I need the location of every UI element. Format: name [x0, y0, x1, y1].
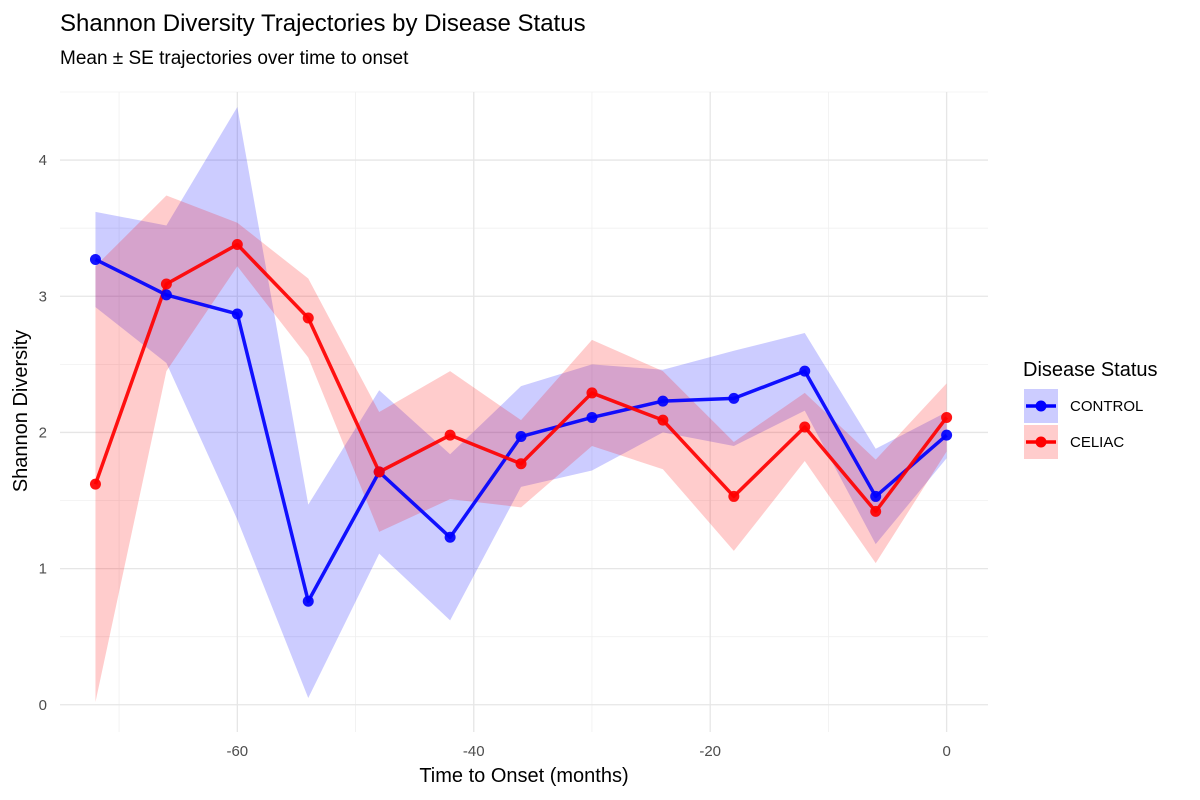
control-point: [444, 531, 456, 543]
legend-item-celiac: CELIAC: [1024, 425, 1124, 459]
celiac-point: [444, 429, 456, 441]
celiac-point: [728, 490, 740, 502]
celiac-point: [302, 312, 314, 324]
control-legend-point: [1035, 400, 1047, 412]
x-tick-label: -20: [699, 743, 721, 760]
y-axis-title: Shannon Diversity: [10, 330, 32, 492]
chart-subtitle: Mean ± SE trajectories over time to onse…: [60, 48, 409, 69]
control-point: [586, 411, 598, 423]
control-se-band: [95, 106, 947, 698]
celiac-point: [231, 239, 243, 251]
celiac-point: [657, 414, 669, 426]
x-tick-labels: -60 -40 -20 0: [226, 743, 950, 760]
error-bands: [95, 106, 947, 703]
celiac-point: [870, 505, 882, 517]
y-tick-labels: 0 1 2 3 4: [39, 152, 47, 714]
control-point: [728, 392, 740, 404]
control-point: [799, 365, 811, 377]
celiac-point: [515, 458, 527, 470]
y-tick-label: 3: [39, 288, 47, 305]
control-point: [231, 308, 243, 320]
control-point: [302, 595, 314, 607]
control-point: [515, 431, 527, 443]
legend-item-control: CONTROL: [1024, 389, 1143, 423]
series-points: [89, 239, 953, 607]
celiac-legend-point: [1035, 436, 1047, 448]
celiac-point: [941, 411, 953, 423]
x-tick-label: -60: [226, 743, 248, 760]
x-tick-label: -40: [463, 743, 485, 760]
control-point: [89, 253, 101, 265]
control-legend-label: CONTROL: [1070, 398, 1143, 415]
control-point: [160, 289, 172, 301]
celiac-point: [160, 278, 172, 290]
celiac-legend-label: CELIAC: [1070, 434, 1124, 451]
x-axis-title: Time to Onset (months): [419, 765, 628, 787]
control-point: [870, 490, 882, 502]
celiac-point: [89, 478, 101, 490]
legend-title: Disease Status: [1023, 359, 1158, 381]
legend: Disease Status CONTROL CELIAC: [1023, 359, 1158, 459]
y-tick-label: 1: [39, 561, 47, 578]
y-tick-label: 2: [39, 424, 47, 441]
celiac-point: [373, 466, 385, 478]
control-point: [657, 395, 669, 407]
y-tick-label: 4: [39, 152, 47, 169]
celiac-point: [586, 387, 598, 399]
control-point: [941, 429, 953, 441]
y-tick-label: 0: [39, 697, 47, 714]
chart-title: Shannon Diversity Trajectories by Diseas…: [60, 10, 586, 37]
x-tick-label: 0: [942, 743, 950, 760]
celiac-point: [799, 421, 811, 433]
